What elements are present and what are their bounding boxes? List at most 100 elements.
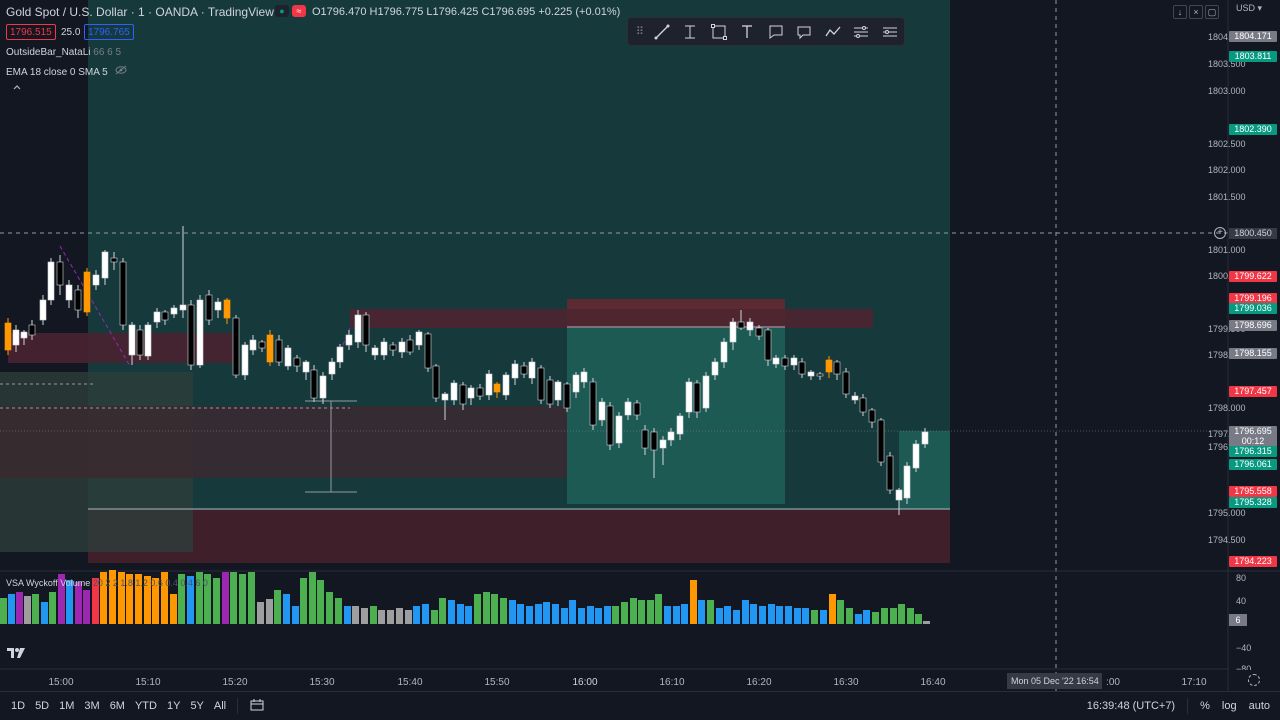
candle-body [537, 367, 545, 401]
comment-icon[interactable] [790, 18, 818, 45]
volume-bar [292, 606, 299, 624]
grip-icon[interactable]: ⠿ [635, 26, 644, 38]
candle-body [266, 334, 274, 363]
candle-body [606, 405, 614, 446]
range-button-1d[interactable]: 1D [11, 700, 26, 712]
range-button-1m[interactable]: 1M [59, 700, 75, 712]
price-tag: 1796.315 [1229, 446, 1277, 457]
price-axis-label: 1802.000 [1208, 165, 1246, 175]
price-tag: 1796.695 [1229, 426, 1277, 437]
volume-bar [707, 600, 714, 624]
volume-bar [248, 572, 255, 624]
spread-value: 25.0 [61, 27, 81, 38]
range-button-ytd[interactable]: YTD [134, 700, 157, 712]
volume-bar [820, 610, 827, 624]
add-alert-icon[interactable]: + [1214, 227, 1226, 239]
buy-button[interactable]: 1796.765 [84, 24, 134, 40]
candle-body [39, 299, 47, 321]
candle-body [833, 361, 841, 375]
price-chart[interactable] [0, 0, 1280, 691]
volume-bar [829, 594, 836, 624]
drawing-toolbar: ⠿ [627, 17, 905, 46]
candle-body [258, 341, 266, 349]
volume-bar [230, 572, 237, 624]
candle-body [196, 299, 204, 366]
arrow-down-icon[interactable]: ↓ [1173, 5, 1187, 19]
time-axis-label: 15:20 [222, 677, 248, 688]
volume-bar [92, 578, 99, 624]
date-range-icon[interactable] [244, 698, 270, 714]
volume-bar [222, 572, 229, 624]
volume-bar [144, 576, 151, 624]
candle-body [650, 431, 658, 451]
volume-legend[interactable]: VSA Wyckoff Volume 20 2 2 1.8 1.2 0.6 0.… [6, 578, 208, 588]
collapse-legend-button[interactable] [8, 81, 26, 95]
clock-label[interactable]: 16:39:48 (UTC+7) [1086, 700, 1176, 712]
volume-bar [239, 574, 246, 624]
range-button-5y[interactable]: 5Y [190, 700, 204, 712]
settings-lines-icon[interactable] [847, 18, 875, 45]
maximize-icon[interactable]: ▢ [1205, 5, 1219, 19]
volume-bar [768, 604, 775, 624]
percent-toggle[interactable]: % [1200, 700, 1210, 712]
path-icon[interactable] [819, 18, 847, 45]
volume-bar [923, 621, 930, 624]
volume-bar [724, 606, 731, 624]
candle-body [877, 419, 885, 463]
candle-body [895, 489, 903, 501]
range-buttons: 1D 5D 1M 3M 6M YTD 1Y 5Y All [6, 700, 231, 712]
auto-toggle[interactable]: auto [1248, 700, 1270, 712]
candle-body [128, 324, 136, 356]
candle-body [493, 383, 501, 393]
candle-body [241, 344, 249, 376]
currency-selector[interactable]: USD ▾ [1236, 3, 1263, 13]
range-button-1y[interactable]: 1Y [166, 700, 181, 712]
range-button-6m[interactable]: 6M [109, 700, 125, 712]
range-button-5d[interactable]: 5D [35, 700, 50, 712]
log-toggle[interactable]: log [1221, 700, 1237, 712]
volume-bar [257, 602, 264, 624]
volume-bar [664, 606, 671, 624]
text-icon[interactable] [733, 18, 761, 45]
indicator-outsidebar[interactable]: OutsideBar_NataLi 66 6 5 [6, 47, 121, 58]
volume-bar [361, 608, 368, 624]
text-cursor-icon[interactable] [676, 18, 704, 45]
indicator-name: EMA 18 close 0 SMA 5 [6, 67, 108, 78]
volume-bar [690, 580, 697, 624]
tradingview-logo[interactable] [6, 646, 28, 664]
callout-icon[interactable] [762, 18, 790, 45]
time-axis-label: 16:00 [572, 677, 598, 688]
volume-bar [66, 580, 73, 624]
range-button-all[interactable]: All [213, 700, 227, 712]
range-button-3m[interactable]: 3M [84, 700, 100, 712]
eye-off-icon[interactable] [115, 65, 127, 78]
price-axis-label: 1800.000 [1208, 271, 1246, 281]
indicator-ema[interactable]: EMA 18 close 0 SMA 5 [6, 65, 127, 78]
volume-bar [483, 592, 490, 624]
volume-bar [448, 600, 455, 624]
symbol-title[interactable]: Gold Spot / U.S. Dollar · 1 · OANDA · Tr… [6, 5, 274, 19]
candle-body [755, 327, 763, 337]
rectangle-icon[interactable] [705, 18, 733, 45]
more-lines-icon[interactable] [875, 18, 903, 45]
candle-body [328, 361, 336, 375]
volume-bar [196, 572, 203, 624]
high-value: H1796.775 [369, 6, 424, 18]
separator [237, 698, 239, 714]
candle-body [293, 357, 301, 367]
candles [4, 226, 929, 515]
volume-bar [457, 604, 464, 624]
close-icon[interactable]: × [1189, 5, 1203, 19]
volume-bar [422, 604, 429, 624]
sell-button[interactable]: 1796.515 [6, 24, 56, 40]
settings-gear-icon[interactable] [1248, 674, 1260, 686]
trendline-icon[interactable] [648, 18, 676, 45]
volume-bar [178, 574, 185, 624]
candle-body [74, 289, 82, 311]
volume-axis-label-0: 80 [1236, 573, 1247, 583]
volume-bar [266, 599, 273, 624]
candle-body [764, 329, 772, 361]
market-open-icon[interactable]: ● [275, 5, 289, 17]
data-feed-icon[interactable]: ≈ [292, 5, 306, 17]
volume-bar [673, 606, 680, 624]
